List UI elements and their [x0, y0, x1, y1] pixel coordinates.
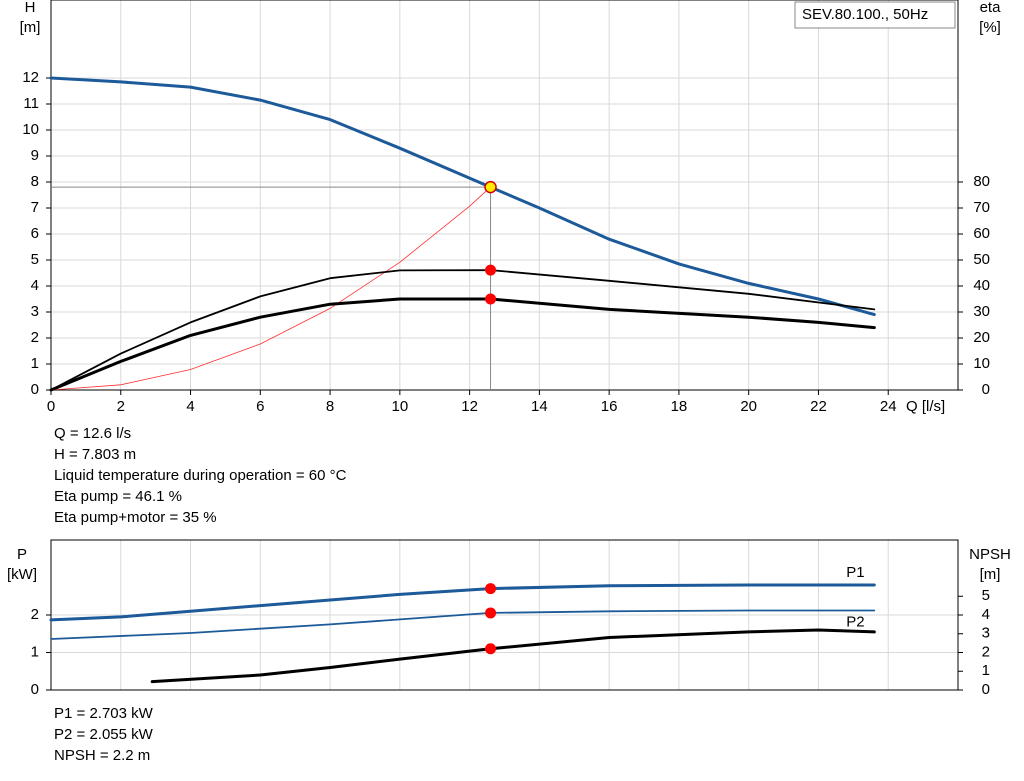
- note: Liquid temperature during operation = 60…: [54, 467, 347, 484]
- operating-point: [485, 583, 497, 595]
- x-tick-label: 10: [392, 398, 409, 415]
- y-tick-label: 10: [22, 121, 39, 138]
- y2-tick-label: 30: [973, 303, 990, 320]
- y-axis-label: [kW]: [7, 566, 37, 583]
- y-tick-label: 9: [31, 147, 39, 164]
- x-tick-label: 16: [601, 398, 618, 415]
- y2-axis-label: NPSH: [969, 546, 1011, 563]
- curve: [50, 186, 491, 391]
- operating-point: [485, 643, 497, 655]
- x-tick-label: 18: [671, 398, 688, 415]
- y-axis-label: [m]: [20, 19, 41, 36]
- x-tick-label: 6: [256, 398, 264, 415]
- operating-point: [485, 264, 497, 276]
- y-axis-label: H: [25, 0, 36, 16]
- y2-tick-label: 70: [973, 199, 990, 216]
- y2-tick-label: 3: [982, 625, 990, 642]
- tag: SEV.80.100., 50Hz: [802, 6, 928, 23]
- x-tick-label: 20: [740, 398, 757, 415]
- x-tick-label: 24: [880, 398, 897, 415]
- x-tick-label: 8: [326, 398, 334, 415]
- y-tick-label: 1: [31, 643, 39, 660]
- y-tick-label: 4: [31, 277, 39, 294]
- note: H = 7.803 m: [54, 446, 136, 463]
- x-axis-label: Q [l/s]: [906, 398, 945, 415]
- y-tick-label: 5: [31, 251, 39, 268]
- note: P1 = 2.703 kW: [54, 705, 154, 722]
- note: Eta pump = 46.1 %: [54, 488, 182, 505]
- y2-tick-label: 80: [973, 173, 990, 190]
- note: Q = 12.6 l/s: [54, 425, 131, 442]
- y2-axis-label: eta: [980, 0, 1002, 16]
- y2-tick-label: 1: [982, 662, 990, 679]
- operating-point: [485, 293, 497, 305]
- curve: [49, 583, 876, 622]
- y2-tick-label: 4: [982, 606, 990, 623]
- operating-point: [485, 607, 497, 619]
- tag-box: [794, 1, 956, 29]
- y2-tick-label: 50: [973, 251, 990, 268]
- y-tick-label: 2: [31, 329, 39, 346]
- x-tick-label: 4: [186, 398, 194, 415]
- series-label: P1: [846, 564, 864, 581]
- x-tick-label: 22: [810, 398, 827, 415]
- x-tick-label: 0: [47, 398, 55, 415]
- y-tick-label: 2: [31, 606, 39, 623]
- y-tick-label: 11: [23, 95, 39, 112]
- curve: [50, 269, 876, 391]
- y2-tick-label: 40: [973, 277, 990, 294]
- y-tick-label: 12: [22, 69, 39, 86]
- y2-tick-label: 0: [982, 381, 990, 398]
- y2-tick-label: 60: [973, 225, 990, 242]
- plot-frame: [50, 0, 959, 391]
- y-tick-label: 0: [31, 381, 39, 398]
- x-tick-label: 12: [461, 398, 478, 415]
- x-tick-label: 14: [531, 398, 548, 415]
- y-axis-label: P: [17, 546, 27, 563]
- y-tick-label: 1: [31, 355, 39, 372]
- y-tick-label: 6: [31, 225, 39, 242]
- note: P2 = 2.055 kW: [54, 726, 154, 743]
- y-tick-label: 0: [31, 681, 39, 698]
- y2-axis-label: [%]: [979, 19, 1001, 36]
- y2-tick-label: 0: [982, 681, 990, 698]
- y2-tick-label: 5: [982, 587, 990, 604]
- y2-axis-label: [m]: [980, 566, 1001, 583]
- plot-frame: [50, 539, 959, 691]
- series-label: P2: [846, 613, 864, 630]
- curve: [49, 76, 876, 317]
- note: Eta pump+motor = 35 %: [54, 509, 217, 526]
- y-tick-label: 7: [31, 199, 39, 216]
- y2-tick-label: 20: [973, 329, 990, 346]
- y2-tick-label: 10: [973, 355, 990, 372]
- y-tick-label: 3: [31, 303, 39, 320]
- operating-point: [484, 180, 497, 194]
- y-tick-label: 8: [31, 173, 39, 190]
- curve: [49, 297, 876, 392]
- y2-tick-label: 2: [982, 643, 990, 660]
- x-tick-label: 2: [117, 398, 125, 415]
- note: NPSH = 2.2 m: [54, 747, 150, 764]
